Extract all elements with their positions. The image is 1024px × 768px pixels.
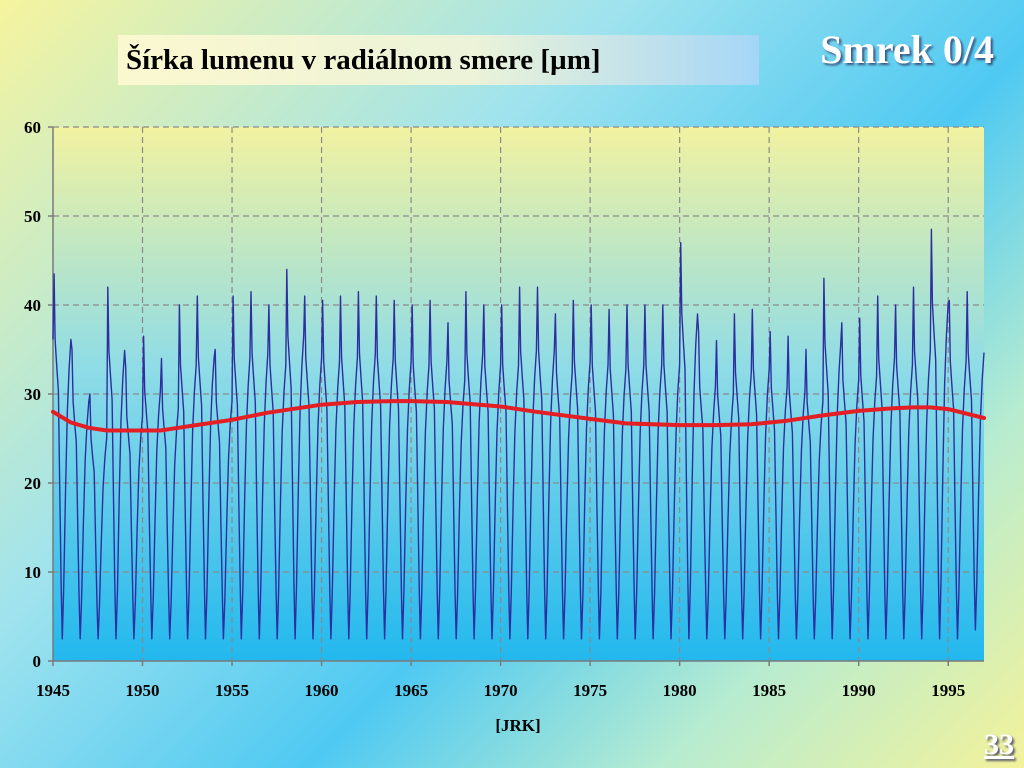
y-tick-label: 30: [24, 385, 41, 404]
x-tick-label: 1950: [126, 681, 160, 700]
chart-title: Šírka lumenu v radiálnom smere [µm]: [126, 43, 601, 76]
tick-labels: 0 10 20 30 40 50 60 1945 1950 1955 1960 1965 1970 197…: [24, 118, 965, 700]
axes: [48, 126, 984, 666]
page-number-link[interactable]: 33: [984, 728, 1014, 761]
x-tick-label: 1960: [305, 681, 339, 700]
y-tick-label: 0: [33, 652, 42, 671]
y-tick-label: 50: [24, 207, 41, 226]
slide-heading: Smrek 0/4: [820, 27, 994, 72]
x-axis-title: [JRK]: [495, 716, 540, 735]
series-group: [51, 228, 986, 640]
x-tick-label: 1995: [931, 681, 965, 700]
x-tick-label: 1965: [394, 681, 428, 700]
y-tick-label: 20: [24, 474, 41, 493]
chart-title-box: Šírka lumenu v radiálnom smere [µm]: [118, 35, 759, 85]
y-tick-label: 40: [24, 296, 41, 315]
series-annual-raw-line: [52, 228, 985, 640]
x-tick-label: 1985: [752, 681, 786, 700]
y-tick-label: 60: [24, 118, 41, 137]
x-tick-label: 1990: [842, 681, 876, 700]
x-tick-label: 1980: [663, 681, 697, 700]
x-tick-label: 1945: [36, 681, 70, 700]
y-tick-label: 10: [24, 563, 41, 582]
x-tick-label: 1970: [484, 681, 518, 700]
x-tick-label: 1975: [573, 681, 607, 700]
series-trend-line: [51, 399, 986, 433]
x-tick-label: 1955: [215, 681, 249, 700]
